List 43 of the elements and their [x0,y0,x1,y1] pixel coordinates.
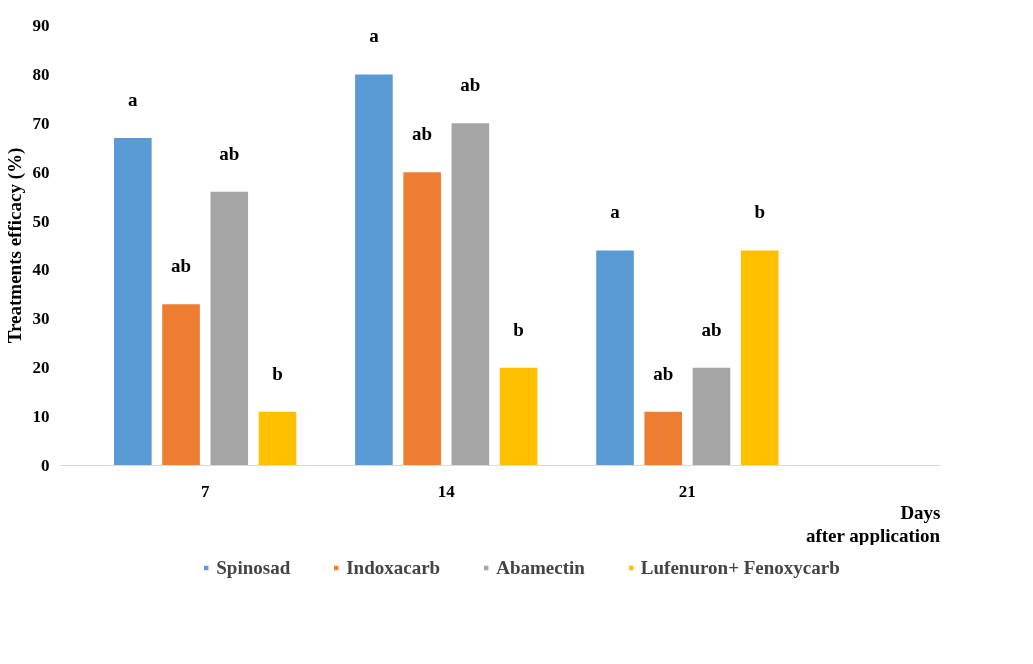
x-axis-title: Days after application [805,501,941,546]
data-label: ab [701,318,722,340]
y-tick-label: 20 [32,358,50,378]
x-tick-label: 14 [437,481,456,501]
data-label: a [610,201,621,223]
legend-label: Spinosad [216,556,291,579]
data-label: ab [653,362,674,384]
data-label: ab [219,142,240,164]
y-tick-label: 50 [32,211,50,231]
bar [644,411,683,466]
data-label: ab [171,255,192,277]
bar [162,304,200,466]
bar [499,367,538,466]
bar [451,123,490,466]
data-label: ab [412,123,433,145]
data-label: a [128,88,139,110]
y-axis-title: Treatments efficacy (%) [3,147,26,344]
x-tick-label: 7 [200,481,210,501]
bar [210,191,249,466]
data-label: a [369,25,380,47]
bar [114,137,152,466]
y-tick-label: 10 [32,407,50,427]
bar [355,74,393,466]
legend-label: Indoxacarb [346,556,441,579]
y-tick-label: 70 [32,113,50,133]
bar [258,411,297,466]
data-label: b [513,318,524,340]
bar [740,250,779,466]
legend-label: Abamectin [496,556,585,579]
y-tick-label: 0 [41,456,50,475]
data-label: b [272,362,283,384]
bar [692,367,731,466]
y-tick-label: 30 [32,309,50,329]
y-tick-label: 60 [32,162,50,182]
y-tick-label: 90 [32,16,50,35]
x-tick-label: 21 [678,481,696,501]
y-tick-label: 80 [32,64,50,84]
data-label: ab [460,74,481,96]
bar [403,172,441,466]
y-tick-label: 40 [32,260,50,280]
legend-label: Lufenuron+ Fenoxycarb [640,556,840,579]
data-label: b [754,201,765,223]
bar [596,250,634,466]
